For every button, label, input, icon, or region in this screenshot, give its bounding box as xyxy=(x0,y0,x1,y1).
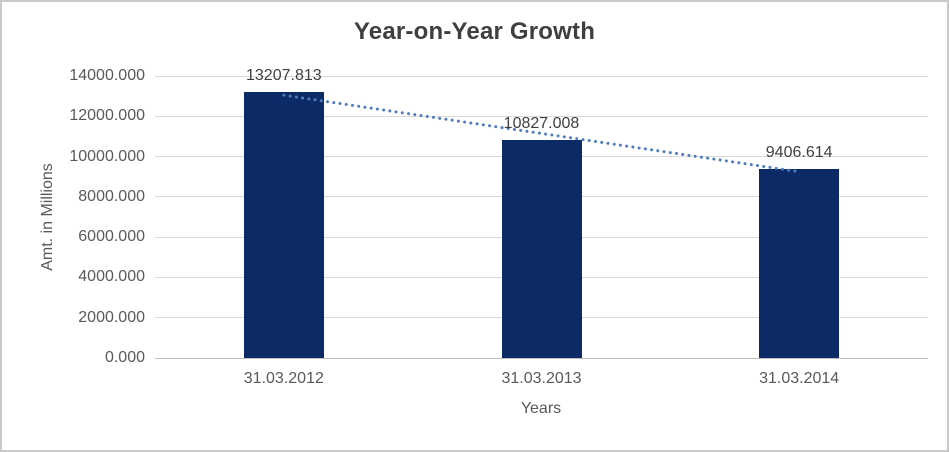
y-tick-label: 10000.000 xyxy=(69,147,145,165)
y-tick-label: 12000.000 xyxy=(69,107,145,125)
data-label: 13207.813 xyxy=(246,66,322,84)
x-axis-title: Years xyxy=(520,400,562,417)
x-tick-label: 31.03.2014 xyxy=(759,370,840,387)
y-tick-label: 0.000 xyxy=(104,349,145,366)
bar xyxy=(759,168,840,358)
x-axis-line xyxy=(155,357,928,359)
gridline xyxy=(155,75,928,77)
y-tick-label: 4000.000 xyxy=(78,268,145,286)
x-tick-label: 31.03.2013 xyxy=(501,370,582,387)
y-axis-title: Amt. in Millions xyxy=(39,163,56,271)
data-label: 9406.614 xyxy=(765,143,833,161)
y-tick-label: 2000.000 xyxy=(78,308,145,326)
y-tick-label: 6000.000 xyxy=(78,228,145,246)
bar xyxy=(501,139,582,358)
plot-area: 13207.813 10827.008 9406.614 xyxy=(155,67,928,359)
y-tick-label: 14000.000 xyxy=(69,67,145,84)
data-label: 10827.008 xyxy=(503,114,580,132)
y-tick-label: 8000.000 xyxy=(78,187,145,205)
chart-title: Year-on-Year Growth xyxy=(353,18,596,45)
x-tick-label: 31.03.2012 xyxy=(243,370,324,387)
bar xyxy=(243,91,324,358)
